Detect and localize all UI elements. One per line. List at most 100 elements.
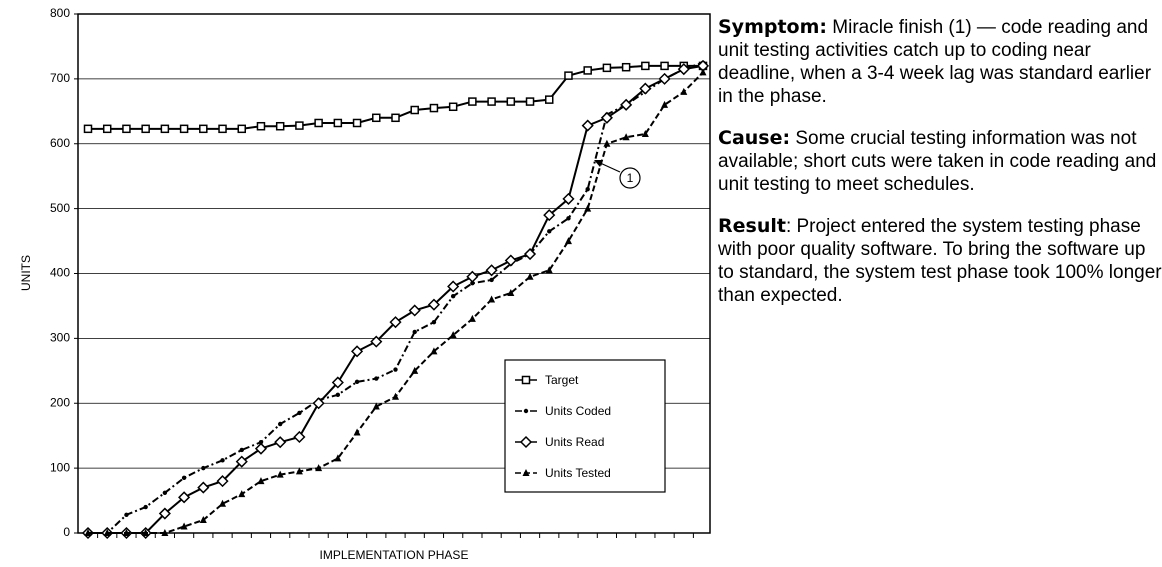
marker [545, 95, 554, 104]
marker [103, 529, 111, 536]
note-label: Cause: [718, 127, 791, 149]
marker [448, 102, 458, 112]
marker [504, 254, 517, 267]
marker [393, 367, 398, 372]
marker [295, 467, 303, 475]
marker [564, 71, 573, 80]
marker [603, 139, 611, 147]
marker [585, 186, 590, 192]
marker [199, 516, 207, 524]
marker [677, 63, 690, 76]
marker [141, 124, 150, 134]
marker [179, 124, 189, 134]
marker [372, 113, 381, 123]
marker [699, 68, 707, 76]
marker [389, 316, 402, 329]
marker [523, 408, 529, 414]
marker [450, 294, 456, 299]
y-tick-label: 400 [50, 266, 70, 280]
marker [522, 469, 530, 476]
marker [658, 72, 671, 85]
marker [335, 392, 341, 398]
marker [429, 103, 439, 113]
marker [543, 209, 556, 222]
marker [84, 529, 92, 536]
marker [680, 87, 688, 95]
marker [525, 97, 535, 106]
marker [488, 295, 496, 303]
marker [124, 512, 129, 518]
marker [526, 272, 534, 280]
note: Cause: Some crucial testing information … [718, 127, 1162, 196]
annotation-arrow [597, 161, 621, 173]
y-tick-label: 200 [50, 395, 70, 409]
marker [216, 475, 229, 488]
y-tick-label: 100 [50, 460, 70, 474]
marker [412, 329, 417, 335]
marker [158, 507, 171, 520]
marker [564, 237, 572, 245]
note-text: Some crucial testing information was not… [718, 128, 1157, 195]
marker [354, 379, 360, 385]
marker [566, 216, 571, 221]
y-tick-label: 800 [50, 6, 70, 20]
marker [218, 124, 227, 134]
marker [197, 481, 210, 494]
marker [449, 331, 457, 339]
marker [468, 97, 477, 106]
marker [143, 504, 148, 510]
marker [293, 430, 306, 444]
marker [639, 82, 652, 95]
marker [237, 124, 246, 134]
note-label: Result [718, 215, 786, 237]
legend-label: Units Tested [545, 466, 611, 480]
notes: Symptom: Miracle finish (1) — code readi… [718, 16, 1162, 326]
marker [622, 133, 630, 141]
marker [661, 100, 669, 108]
marker [487, 97, 496, 106]
marker [583, 66, 592, 75]
marker [545, 266, 553, 274]
marker [257, 477, 265, 485]
marker [374, 376, 379, 381]
annotation-arrowhead [594, 160, 603, 167]
note: Result: Project entered the system testi… [718, 215, 1162, 307]
marker [331, 376, 344, 389]
marker [276, 470, 284, 478]
marker [352, 118, 362, 128]
marker [297, 410, 302, 416]
marker [427, 298, 440, 311]
marker [581, 119, 594, 132]
marker [584, 204, 592, 212]
marker [431, 319, 437, 325]
marker [201, 465, 206, 471]
marker [547, 229, 552, 234]
note-text: Miracle finish (1) — code reading and un… [718, 17, 1152, 107]
marker [468, 314, 476, 322]
marker [122, 124, 131, 134]
marker [408, 304, 421, 317]
marker [239, 447, 244, 453]
marker [277, 421, 283, 427]
marker [485, 264, 498, 277]
marker [83, 124, 93, 134]
marker [521, 375, 531, 385]
marker [312, 397, 325, 410]
y-axis-label: UNITS [19, 255, 33, 291]
marker [160, 124, 170, 134]
marker [507, 288, 515, 296]
marker [447, 280, 460, 293]
marker [181, 475, 187, 481]
marker [600, 111, 613, 124]
marker [391, 113, 400, 123]
legend-label: Units Read [545, 435, 604, 449]
marker [660, 61, 669, 71]
marker [238, 490, 246, 498]
marker [254, 442, 268, 455]
marker [219, 499, 227, 507]
marker [519, 435, 533, 449]
marker [178, 491, 191, 504]
note-label: Symptom: [718, 16, 827, 38]
marker [180, 522, 188, 530]
